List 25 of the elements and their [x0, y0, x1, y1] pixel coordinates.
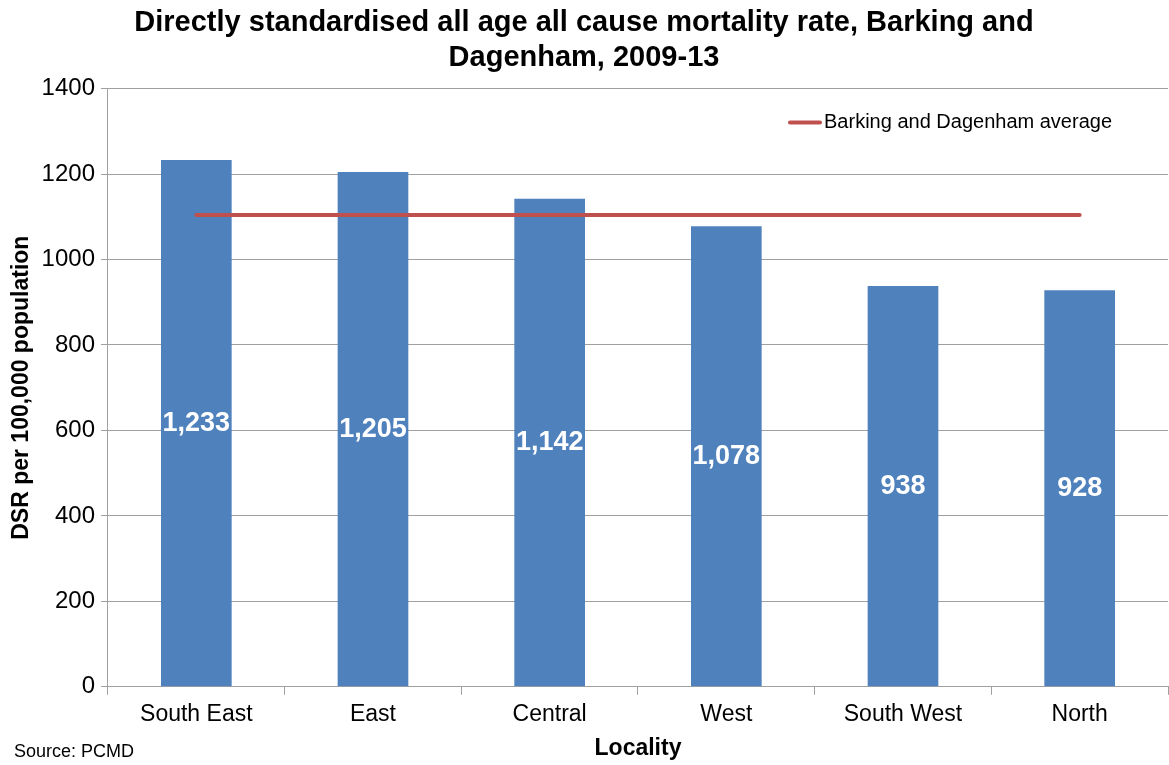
- chart-title: Directly standardised all age all cause mortality rate, Barking and Dagenham, 2009-13: [134, 5, 1034, 73]
- y-tick-label: 200: [54, 585, 95, 613]
- y-tick-label: 1000: [41, 244, 95, 272]
- x-tick-label: East: [349, 699, 397, 726]
- y-tick-label: 0: [81, 671, 95, 699]
- x-tick-label: West: [700, 699, 753, 726]
- y-tick-label: 600: [54, 415, 95, 443]
- x-tick-label: South East: [140, 699, 254, 726]
- legend-label: Barking and Dagenham average: [824, 110, 1112, 133]
- y-axis-title: DSR per 100,000 population: [7, 235, 34, 540]
- source-note: Source: PCMD: [14, 741, 135, 762]
- data-label: 938: [880, 469, 926, 500]
- data-label: 1,205: [339, 412, 407, 443]
- x-axis-title: Locality: [594, 733, 682, 760]
- y-tick-label: 400: [54, 500, 95, 528]
- y-tick-label: 800: [54, 329, 95, 357]
- data-label: 928: [1057, 471, 1103, 502]
- x-tick-label: South West: [843, 699, 963, 726]
- data-label: 1,233: [162, 406, 231, 437]
- data-label: 1,142: [515, 426, 584, 457]
- data-label: 1,078: [692, 439, 761, 470]
- y-tick-label: 1200: [41, 158, 95, 186]
- x-tick-label: Central: [512, 699, 587, 726]
- y-tick-label: 1400: [41, 73, 95, 101]
- x-tick-label: North: [1051, 699, 1108, 726]
